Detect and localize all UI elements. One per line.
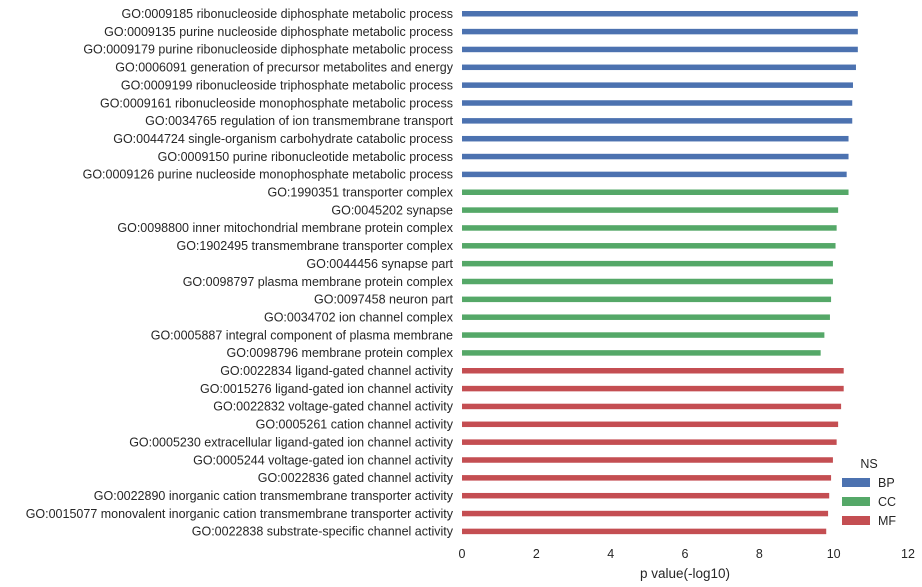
legend-swatch-cc — [842, 497, 870, 506]
category-label: GO:0034765 regulation of ion transmembra… — [145, 114, 453, 128]
category-label: GO:0005244 voltage-gated ion channel act… — [193, 453, 454, 467]
x-axis-title: p value(-log10) — [640, 566, 730, 581]
category-labels: GO:0009185 ribonucleoside diphosphate me… — [26, 7, 454, 539]
category-label: GO:0098796 membrane protein complex — [226, 346, 453, 360]
legend-swatch-bp — [842, 478, 870, 487]
category-label: GO:0015276 ligand-gated ion channel acti… — [200, 382, 454, 396]
category-label: GO:0009126 purine nucleoside monophospha… — [83, 168, 453, 182]
x-axis-ticks: 0 2 4 6 8 10 12 — [459, 547, 915, 561]
category-label: GO:1990351 transporter complex — [267, 186, 453, 200]
x-tick-label: 0 — [459, 547, 466, 561]
bar-mf — [462, 492, 830, 499]
legend-label-cc: CC — [878, 495, 896, 509]
bar-cc — [462, 296, 832, 303]
bar-mf — [462, 457, 833, 463]
category-label: GO:0097458 neuron part — [314, 293, 454, 307]
category-label: GO:0006091 generation of precursor metab… — [115, 61, 453, 75]
category-label: GO:0098800 inner mitochondrial membrane … — [117, 221, 453, 235]
category-label: GO:0009161 ribonucleoside monophosphate … — [100, 96, 453, 110]
category-label: GO:0022836 gated channel activity — [258, 471, 454, 485]
category-label: GO:0009135 purine nucleoside diphosphate… — [104, 25, 453, 39]
bar-bp — [462, 153, 849, 160]
bar-cc — [462, 332, 825, 338]
bar-bp — [462, 171, 847, 178]
bar-bp — [462, 64, 856, 71]
bar-mf — [462, 528, 827, 535]
category-label: GO:0005261 cation channel activity — [256, 418, 454, 432]
legend-label-mf: MF — [878, 514, 896, 528]
x-tick-label: 6 — [682, 547, 689, 561]
category-label: GO:0005230 extracellular ligand-gated io… — [129, 435, 454, 449]
bar-bp — [462, 118, 853, 124]
category-label: GO:0009179 purine ribonucleoside diphosp… — [83, 43, 453, 57]
bar-cc — [462, 314, 830, 320]
bar-bp — [462, 82, 853, 88]
bar-mf — [462, 368, 844, 374]
bar-mf — [462, 510, 829, 517]
bar-mf — [462, 439, 837, 445]
legend-swatch-mf — [842, 516, 870, 525]
bar-mf — [462, 403, 842, 410]
x-tick-label: 12 — [901, 547, 915, 561]
bar-cc — [462, 189, 849, 195]
category-label: GO:1902495 transmembrane transporter com… — [176, 239, 453, 253]
legend-items: BP CC MF — [842, 476, 896, 528]
bar-mf — [462, 385, 844, 392]
x-tick-label: 10 — [827, 547, 841, 561]
bar-mf — [462, 421, 839, 428]
x-tick-label: 4 — [607, 547, 614, 561]
category-label: GO:0044456 synapse part — [306, 257, 453, 271]
category-label: GO:0022834 ligand-gated channel activity — [220, 364, 454, 378]
bar-bp — [462, 135, 849, 142]
category-label: GO:0045202 synapse — [331, 203, 453, 217]
bar-cc — [462, 225, 837, 231]
bars-layer — [462, 11, 858, 535]
bar-cc — [462, 207, 839, 213]
x-tick-label: 2 — [533, 547, 540, 561]
category-label: GO:0009199 ribonucleoside triphosphate m… — [121, 78, 453, 92]
legend-title: NS — [860, 457, 877, 471]
bar-bp — [462, 100, 853, 106]
bar-mf — [462, 475, 832, 481]
bar-cc — [462, 350, 821, 356]
category-label: GO:0022838 substrate-specific channel ac… — [192, 525, 454, 539]
bar-bp — [462, 28, 858, 35]
category-label: GO:0015077 monovalent inorganic cation t… — [26, 507, 454, 521]
category-label: GO:0044724 single-organism carbohydrate … — [113, 132, 453, 146]
category-label: GO:0098797 plasma membrane protein compl… — [183, 275, 454, 289]
category-label: GO:0005887 integral component of plasma … — [151, 328, 453, 342]
category-label: GO:0009150 purine ribonucleotide metabol… — [158, 150, 453, 164]
bar-bp — [462, 46, 858, 53]
bar-cc — [462, 260, 833, 267]
category-label: GO:0009185 ribonucleoside diphosphate me… — [122, 7, 453, 21]
category-label: GO:0022890 inorganic cation transmembran… — [94, 489, 454, 503]
category-label: GO:0022832 voltage-gated channel activit… — [213, 400, 453, 414]
category-label: GO:0034702 ion channel complex — [264, 310, 454, 324]
legend-label-bp: BP — [878, 476, 895, 490]
legend: NS BP CC MF — [842, 457, 896, 528]
x-tick-label: 8 — [756, 547, 763, 561]
bar-cc — [462, 243, 836, 249]
bar-cc — [462, 278, 833, 285]
bar-bp — [462, 11, 858, 17]
